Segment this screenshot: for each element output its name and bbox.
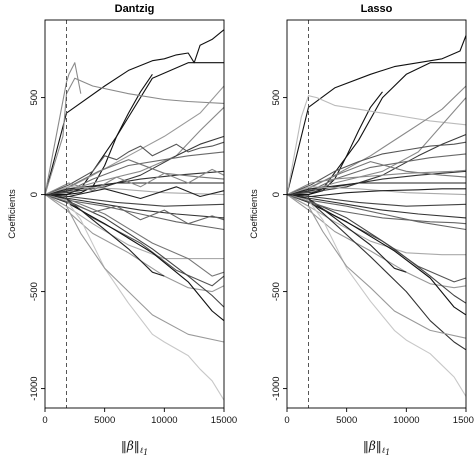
series-line-10 [286,182,466,196]
series-line-23 [44,194,225,401]
y-tick-label: 0 [271,192,282,197]
panel-lasso: Lasso 0 5000 10000 15000 -1000 -500 0 500 Coeffic… [249,3,474,457]
x-tick-label: 15000 [211,415,237,426]
series-line-6 [44,106,225,196]
series-line-0 [286,35,467,195]
x-axis-label-part: ‖ [376,439,382,453]
series-line-4 [44,62,82,195]
series-line-3 [286,95,467,195]
series-line-15 [44,194,225,231]
x-axis-label-part: 1 [385,448,390,457]
y-axis-label: Coefficients [7,189,18,239]
series-line-24 [286,141,467,196]
series-line-22 [286,194,467,397]
plot-frame [286,19,467,409]
series-line-11 [44,182,224,196]
series-line-21 [286,194,467,351]
x-tick-label: 10000 [393,415,419,426]
series-line-20 [286,194,467,304]
x-axis-label-part: β [368,439,376,453]
y-tick-label: -1000 [29,376,40,400]
series-line-9 [44,170,225,196]
series-line-24 [44,194,225,343]
series-line-27 [286,188,466,198]
y-tick-label: 500 [271,90,282,106]
series-line-3 [44,77,225,195]
panel-title: Dantzig [115,3,155,15]
x-tick-label: 0 [42,415,47,426]
x-tick-label: 0 [284,415,289,426]
panel-title: Lasso [361,3,393,15]
y-tick-label: -1000 [271,376,282,400]
series-line-7 [44,135,225,196]
series-line-2 [45,73,153,196]
plot-frame [44,19,225,409]
series-line-27 [44,168,225,196]
x-axis-label-part: ℓ [382,446,386,455]
x-axis-label: ‖β‖ℓ1 [363,439,390,457]
series-group [44,29,225,401]
series-line-22 [44,194,225,308]
x-axis-label-part: 1 [143,448,148,457]
y-tick-label: 0 [29,192,40,197]
series-line-28 [44,186,225,200]
series-line-1 [45,62,224,196]
series-line-14 [286,194,467,231]
y-tick-label: -500 [271,282,282,301]
series-line-4 [286,85,467,196]
x-axis-label-part: β [126,439,134,453]
series-line-26 [286,169,467,196]
series-group [286,35,467,397]
x-tick-label: 15000 [453,415,474,426]
series-line-23 [286,194,467,339]
series-line-12 [44,186,225,196]
series-line-8 [286,170,467,196]
series-line-19 [286,194,407,273]
x-axis-label-part: ‖ [363,439,369,453]
x-axis-label: ‖β‖ℓ1 [121,439,148,457]
y-tick-label: -500 [29,282,40,301]
panel-dantzig: Dantzig 0 5000 10000 15000 -1000 -500 0 500 Coeff… [7,3,237,457]
y-tick-label: 500 [29,90,40,106]
series-line-0 [44,29,225,195]
x-axis-label-part: ℓ [140,446,144,455]
series-line-11 [286,186,467,196]
series-line-25 [286,194,467,225]
x-tick-label: 5000 [336,415,357,426]
x-axis-label-part: ‖ [134,439,140,453]
series-line-20 [44,194,225,322]
series-line-26 [44,194,225,225]
series-line-25 [44,141,225,196]
series-line-21 [44,194,165,277]
x-axis-label-part: ‖ [121,439,127,453]
y-axis-label: Coefficients [249,189,260,239]
x-tick-label: 5000 [94,415,115,426]
x-tick-label: 10000 [151,415,177,426]
